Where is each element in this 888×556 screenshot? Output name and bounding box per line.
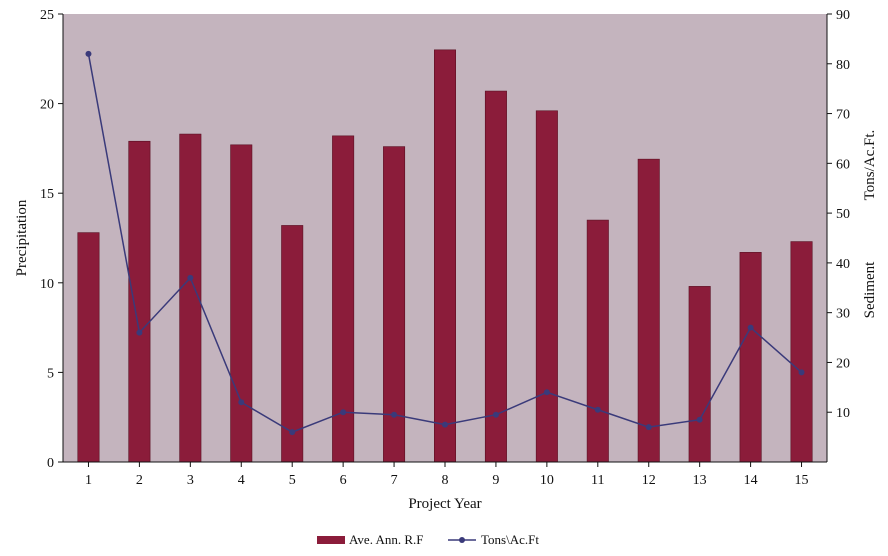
legend-swatch-marker: [459, 537, 465, 543]
x-tick-label: 9: [492, 473, 499, 488]
line-point: [289, 429, 296, 436]
bar: [637, 158, 660, 463]
x-tick-label: 4: [238, 473, 245, 488]
y2-tick-label: 40: [836, 257, 850, 272]
bar: [688, 286, 711, 463]
y2-tick-label: 50: [836, 207, 850, 222]
line-point: [136, 329, 143, 336]
x-tick-label: 14: [744, 473, 758, 488]
y2-axis-title-top: Tons/Ac.Ft.: [862, 130, 878, 201]
line-point: [696, 416, 703, 423]
y2-axis-title-bottom: Sediment: [862, 261, 878, 318]
x-tick-label: 13: [693, 473, 707, 488]
line-point: [340, 409, 347, 416]
y-tick-label: 10: [40, 277, 54, 292]
y-tick-label: 5: [47, 366, 54, 381]
y2-tick-label: 20: [836, 356, 850, 371]
bar: [230, 144, 253, 463]
bar: [484, 90, 507, 463]
bar: [739, 252, 762, 463]
line-point: [442, 421, 448, 428]
x-tick-label: 2: [136, 473, 143, 488]
line-point: [543, 389, 550, 396]
line-point: [85, 50, 92, 57]
x-tick-label: 5: [289, 473, 296, 488]
x-tick-label: 1: [85, 473, 92, 488]
x-tick-label: 8: [442, 473, 449, 488]
x-tick-label: 6: [340, 473, 347, 488]
bar: [281, 225, 304, 463]
y2-tick-label: 30: [836, 307, 850, 322]
x-tick-label: 3: [187, 473, 194, 488]
y2-tick-label: 70: [836, 108, 850, 123]
y-tick-label: 20: [40, 98, 54, 113]
x-tick-label: 15: [795, 473, 809, 488]
legend-swatch-bar: [317, 536, 345, 544]
x-tick-label: 7: [391, 473, 398, 488]
line-point: [798, 369, 805, 376]
y2-tick-label: 10: [836, 406, 850, 421]
y-tick-label: 25: [40, 8, 54, 23]
x-tick-label: 12: [642, 473, 656, 488]
line-point: [747, 324, 754, 331]
line-point: [645, 424, 652, 431]
y-tick-label: 0: [47, 456, 54, 471]
x-axis-title: Project Year: [408, 496, 481, 512]
x-tick-label: 10: [540, 473, 554, 488]
bar: [434, 49, 456, 463]
bar: [586, 219, 609, 463]
line-point: [187, 274, 194, 281]
bar: [535, 110, 558, 463]
legend: Ave. Ann. R.F Tons\Ac.Ft: [317, 532, 539, 547]
y2-tick-label: 90: [836, 8, 850, 23]
line-point: [594, 406, 601, 413]
y2-tick-label: 60: [836, 157, 850, 172]
legend-label-line: Tons\Ac.Ft: [481, 532, 539, 547]
bar: [790, 241, 813, 463]
y-tick-label: 15: [40, 187, 54, 202]
legend-label-bar: Ave. Ann. R.F: [349, 532, 424, 547]
line-point: [238, 399, 245, 406]
x-tick-label: 11: [591, 473, 604, 488]
line-point: [391, 411, 398, 418]
bar: [128, 140, 151, 463]
line-point: [492, 411, 499, 418]
bar: [77, 232, 100, 463]
y-axis-title: Precipitation: [14, 199, 30, 276]
y2-tick-label: 80: [836, 58, 850, 73]
